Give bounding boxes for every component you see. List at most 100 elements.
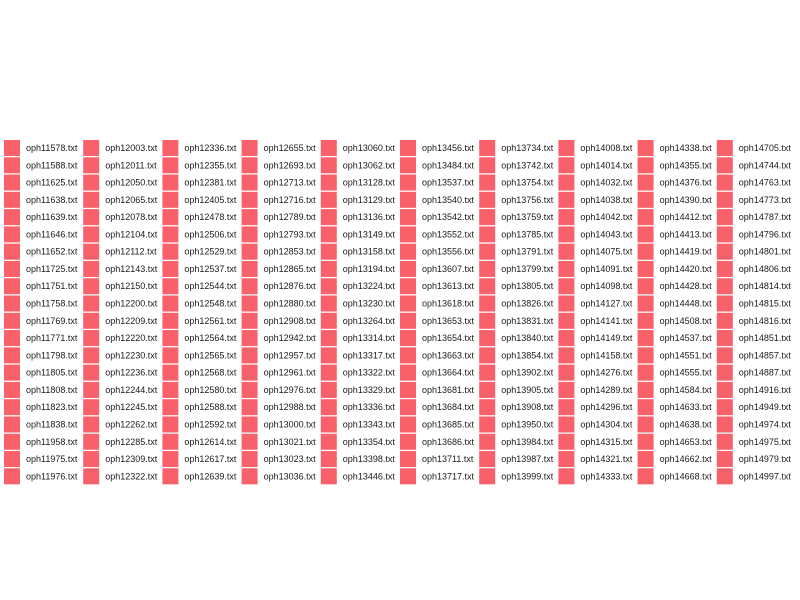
legend-label: oph13826.txt [501,299,554,309]
legend-swatch [320,468,337,485]
legend-label: oph13618.txt [422,299,475,309]
legend-swatch [716,451,733,468]
legend-label: oph13908.txt [501,402,554,412]
legend-swatch [479,140,496,156]
legend-label: oph12011.txt [105,160,157,170]
legend-label: oph14975.txt [739,437,792,447]
legend-label: oph14315.txt [580,437,633,447]
legend-label: oph14289.txt [580,385,633,395]
legend-swatch [400,330,416,347]
legend-label: oph11808.txt [26,385,78,395]
legend-swatch [558,243,575,260]
legend-label: oph11958.txt [26,437,78,447]
legend-swatch [479,416,496,433]
legend-label: oph12561.txt [184,316,237,326]
legend-label: oph14141.txt [580,316,633,326]
legend-swatch [637,433,654,450]
legend-label: oph12209.txt [105,316,158,326]
legend-swatch [716,278,733,295]
legend-label: oph13194.txt [343,264,396,274]
legend-swatch [716,174,733,191]
legend-label: oph12713.txt [264,178,317,188]
legend-swatch [241,226,258,243]
legend-label: oph13831.txt [501,316,554,326]
legend-label: oph14763.txt [739,178,792,188]
legend-swatch [479,312,496,329]
legend-swatch [400,191,416,208]
legend-swatch [320,416,337,433]
legend-swatch [400,174,416,191]
legend-label: oph12065.txt [105,195,158,205]
legend-label: oph14979.txt [739,454,792,464]
legend-label: oph13613.txt [422,281,475,291]
legend-label: oph14816.txt [739,316,792,326]
legend-swatch [558,278,575,295]
legend-swatch [716,209,733,226]
legend-label: oph13686.txt [422,437,475,447]
legend-label: oph14653.txt [660,437,713,447]
legend-label: oph13336.txt [343,402,396,412]
legend-label: oph12220.txt [105,333,158,343]
legend-swatch [4,381,20,398]
legend-label: oph12230.txt [105,350,158,360]
legend-swatch [637,260,654,277]
legend-swatch [637,140,654,156]
legend-label: oph14851.txt [739,333,792,343]
legend-label: oph13552.txt [422,229,475,239]
legend-swatch [83,381,100,398]
legend-label: oph13754.txt [501,178,554,188]
legend-label: oph12200.txt [105,299,158,309]
legend-label: oph12957.txt [264,350,317,360]
legend-label: oph14038.txt [580,195,633,205]
legend-swatch [320,260,337,277]
legend-label: oph14537.txt [660,333,713,343]
legend-swatch [241,468,258,485]
legend-label: oph13742.txt [501,160,554,170]
legend-label: oph12003.txt [105,143,158,153]
legend-label: oph11758.txt [26,299,78,309]
legend-swatch [241,399,258,416]
legend-swatch [637,243,654,260]
legend-swatch [4,140,20,156]
legend-label: oph14796.txt [739,229,792,239]
legend-swatch [241,140,258,156]
legend-swatch [400,157,416,174]
legend-swatch [558,174,575,191]
legend-swatch [716,295,733,312]
legend-label: oph12976.txt [264,385,317,395]
legend-swatch [716,243,733,260]
legend-swatch [4,157,20,174]
legend-swatch [558,140,575,156]
legend-label: oph14997.txt [739,471,792,481]
legend-label: oph13756.txt [501,195,554,205]
legend-label: oph12112.txt [105,247,157,257]
legend-label: oph14008.txt [580,143,633,153]
legend-label: oph13023.txt [264,454,317,464]
legend-label: oph13456.txt [422,143,475,153]
legend-label: oph14633.txt [660,402,713,412]
legend-swatch [83,468,100,485]
legend-swatch [716,191,733,208]
legend-swatch [637,416,654,433]
legend-swatch [716,468,733,485]
legend-swatch [4,364,20,381]
legend-label: oph13537.txt [422,178,475,188]
legend-swatch [83,226,100,243]
legend-label: oph12529.txt [184,247,237,257]
legend-label: oph13398.txt [343,454,396,464]
legend-label: oph12876.txt [264,281,317,291]
legend-swatch [4,191,20,208]
legend-swatch [241,347,258,364]
legend-label: oph14042.txt [580,212,633,222]
legend-swatch [320,295,337,312]
legend-swatch [241,278,258,295]
legend-swatch [479,381,496,398]
legend-label: oph13036.txt [264,471,317,481]
legend-label: oph13317.txt [343,350,396,360]
legend-swatch [716,312,733,329]
legend-label: oph14321.txt [580,454,633,464]
legend-swatch [320,451,337,468]
legend-swatch [4,278,20,295]
legend-label: oph11646.txt [26,229,78,239]
legend-label: oph12853.txt [264,247,317,257]
